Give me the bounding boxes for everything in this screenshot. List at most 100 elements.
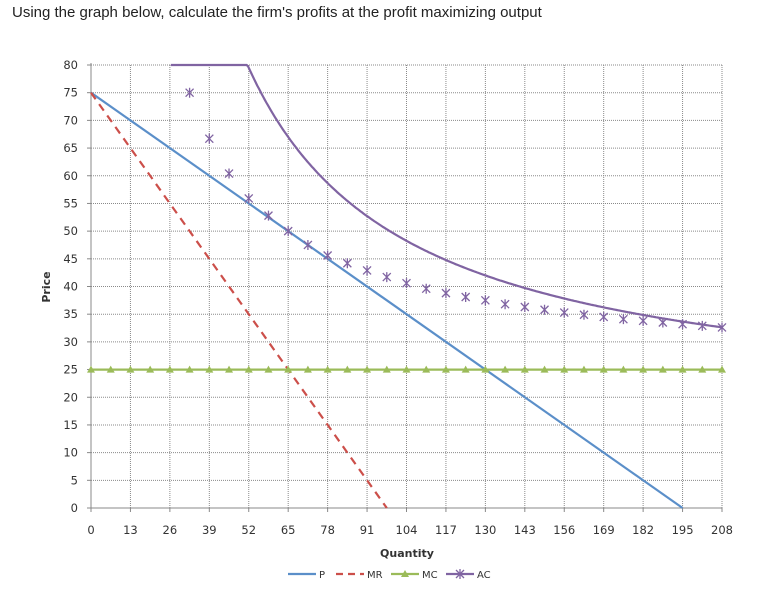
data-point-mc	[501, 365, 510, 373]
data-point-ac	[540, 304, 549, 315]
data-point-ac	[599, 311, 609, 322]
x-tick-label: 39	[202, 523, 217, 537]
y-tick-label: 25	[63, 363, 78, 377]
y-tick-label: 80	[63, 58, 78, 72]
data-point-mc	[264, 365, 273, 373]
x-tick-label: 0	[87, 523, 94, 537]
data-point-mc	[106, 365, 115, 373]
data-point-ac	[244, 193, 254, 204]
legend-entry-ac: AC	[446, 569, 491, 581]
legend-entry-mc: MC	[391, 570, 438, 581]
data-point-mc	[540, 365, 549, 373]
x-tick-label: 143	[514, 523, 536, 537]
axes	[87, 63, 723, 512]
y-tick-label: 20	[63, 390, 78, 404]
data-point-ac	[283, 226, 293, 237]
data-point-mc	[718, 365, 726, 373]
data-point-ac	[618, 314, 628, 325]
data-point-mc	[658, 365, 667, 373]
legend-label-mr: MR	[367, 570, 383, 581]
y-tick-label: 5	[71, 473, 78, 487]
series-line-p	[90, 91, 684, 509]
data-point-mc	[303, 365, 312, 373]
data-point-ac	[461, 292, 471, 303]
data-point-ac	[342, 258, 352, 269]
y-tick-label: 0	[71, 501, 78, 515]
data-point-mc	[146, 365, 155, 373]
data-point-ac	[658, 317, 668, 328]
data-point-ac	[303, 239, 313, 250]
x-tick-label: 117	[435, 523, 457, 537]
y-tick-label: 75	[63, 86, 78, 100]
series-mc	[87, 365, 726, 373]
data-point-ac	[185, 87, 195, 98]
data-point-mc	[284, 365, 293, 373]
x-tick-label: 182	[632, 523, 654, 537]
data-point-mc	[481, 365, 490, 373]
x-tick-label: 169	[593, 523, 615, 537]
y-tick-label: 45	[63, 252, 78, 266]
series-layer	[87, 63, 727, 509]
data-point-mc	[126, 365, 135, 373]
data-point-mc	[441, 365, 450, 373]
data-point-ac	[559, 307, 569, 318]
x-tick-label: 195	[672, 523, 694, 537]
data-point-ac	[441, 288, 451, 299]
x-tick-label: 208	[711, 523, 733, 537]
tick-labels: 0 5 10 15 20 25 30 35 40 45 50 55 60 65 70 75 80 0 13 26 39 5…	[63, 58, 733, 537]
series-p	[90, 91, 684, 509]
y-tick-label: 60	[63, 169, 78, 183]
data-point-mc	[185, 365, 194, 373]
legend-entry-mr: MR	[336, 570, 383, 581]
data-point-mc	[579, 365, 588, 373]
data-point-ac	[402, 278, 411, 289]
data-point-ac	[264, 210, 273, 221]
data-point-ac	[224, 168, 234, 179]
data-point-ac	[697, 320, 707, 331]
data-point-ac	[382, 272, 392, 283]
data-point-ac	[204, 133, 214, 144]
x-tick-label: 104	[396, 523, 418, 537]
y-tick-label: 55	[63, 196, 78, 210]
data-point-mc	[461, 365, 470, 373]
y-tick-label: 70	[63, 113, 78, 127]
data-point-mc	[520, 365, 529, 373]
data-point-mc	[698, 365, 707, 373]
legend-entry-p: P	[288, 570, 325, 581]
series-line-ac	[170, 63, 722, 329]
data-point-mc	[87, 365, 95, 373]
data-point-ac	[579, 309, 589, 320]
data-point-mc	[402, 365, 411, 373]
data-point-ac	[717, 322, 727, 333]
y-tick-label: 50	[63, 224, 78, 238]
data-point-mc	[382, 365, 391, 373]
x-tick-label: 52	[241, 523, 256, 537]
y-tick-label: 40	[63, 280, 78, 294]
y-tick-label: 30	[63, 335, 78, 349]
data-point-ac	[678, 319, 688, 330]
x-tick-label: 26	[163, 523, 178, 537]
data-point-mc	[560, 365, 569, 373]
question-text: Using the graph below, calculate the fir…	[12, 4, 542, 21]
data-point-mc	[323, 365, 332, 373]
legend: P MR MC AC	[288, 569, 491, 581]
data-point-mc	[363, 365, 372, 373]
data-point-mc	[205, 365, 214, 373]
x-tick-label: 156	[553, 523, 575, 537]
data-point-mc	[225, 365, 234, 373]
data-point-ac	[421, 283, 431, 294]
y-tick-label: 15	[63, 418, 78, 432]
legend-label-p: P	[319, 570, 325, 581]
series-ac	[170, 63, 727, 333]
x-tick-label: 13	[123, 523, 138, 537]
data-point-mc	[165, 365, 174, 373]
data-point-ac	[500, 299, 510, 310]
x-tick-label: 91	[360, 523, 375, 537]
data-point-ac	[323, 250, 333, 261]
y-tick-label: 35	[63, 307, 78, 321]
data-point-ac	[480, 295, 490, 306]
x-axis-title: Quantity	[380, 547, 434, 560]
data-point-mc	[244, 365, 253, 373]
y-tick-label: 10	[63, 446, 78, 460]
